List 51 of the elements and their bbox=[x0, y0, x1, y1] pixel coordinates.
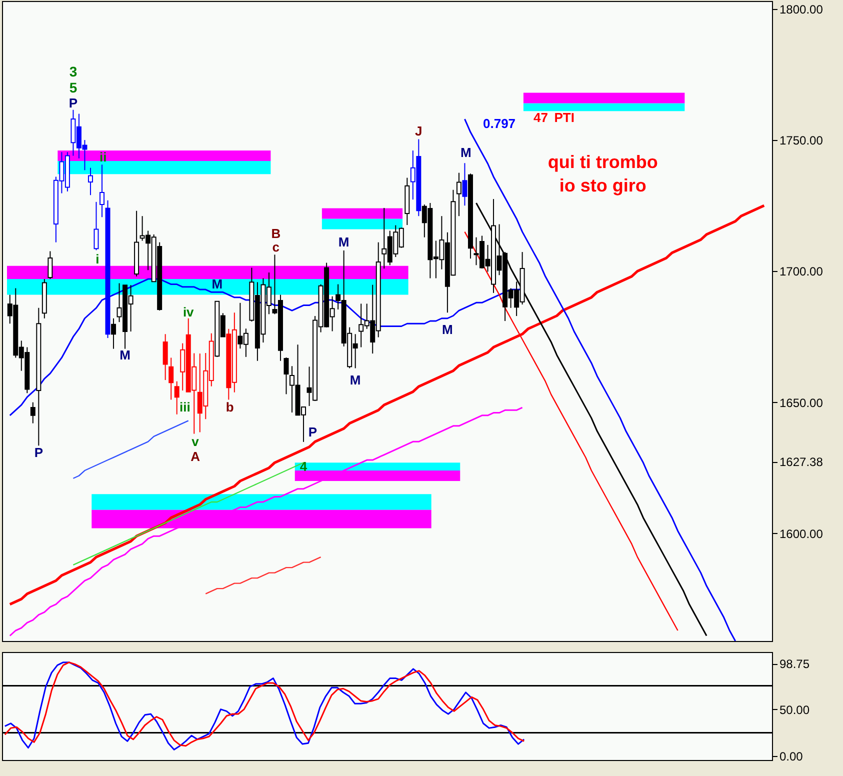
annotation: qui ti trombo bbox=[548, 152, 658, 172]
line-series bbox=[72, 420, 189, 479]
candlestick bbox=[111, 318, 116, 350]
line-series bbox=[475, 202, 708, 637]
candlestick bbox=[462, 162, 468, 206]
candlestick bbox=[162, 334, 168, 381]
annotation: P bbox=[68, 95, 78, 110]
candlestick bbox=[284, 356, 289, 395]
annotation: B bbox=[271, 226, 281, 241]
annotation: M bbox=[212, 276, 223, 292]
annotation: v bbox=[192, 434, 200, 450]
annotation: io sto giro bbox=[559, 176, 646, 196]
y-tick-label: 1600.00 bbox=[780, 526, 824, 541]
candlestick bbox=[48, 250, 53, 280]
y-tick-label: 1650.00 bbox=[780, 396, 824, 410]
candlestick bbox=[30, 402, 36, 424]
annotation: J bbox=[415, 124, 422, 139]
line-series bbox=[205, 556, 322, 594]
annotation: i bbox=[96, 251, 100, 266]
annotation: M bbox=[120, 348, 130, 363]
annotation: 4 bbox=[300, 459, 308, 474]
annotation: b bbox=[226, 400, 234, 415]
y-tick-label: 1800.00 bbox=[780, 2, 824, 16]
y-tick-label: 0.00 bbox=[780, 750, 804, 764]
y-tick-label: 1750.00 bbox=[780, 134, 824, 148]
candlestick bbox=[456, 172, 462, 217]
annotation: M bbox=[350, 372, 361, 388]
annotation: ii bbox=[100, 149, 107, 164]
annotation: iii bbox=[179, 400, 190, 415]
annotation: c bbox=[272, 240, 280, 255]
annotation: 47 bbox=[533, 110, 548, 125]
annotation: PTI bbox=[554, 110, 574, 125]
annotation: 0.797 bbox=[483, 116, 516, 131]
y-tick-label: 1627.38 bbox=[780, 455, 824, 470]
annotation: 5 bbox=[69, 79, 78, 96]
candlestick bbox=[94, 201, 99, 251]
annotation: M bbox=[460, 145, 472, 160]
annotation: 3 bbox=[69, 64, 78, 80]
candlestick bbox=[88, 167, 93, 196]
candlestick bbox=[100, 164, 104, 218]
y-tick-label: 50.00 bbox=[780, 702, 810, 717]
candlestick bbox=[174, 380, 180, 415]
y-tick-label: 98.75 bbox=[780, 657, 810, 672]
annotation: A bbox=[190, 448, 201, 464]
y-tick-label: 1700.00 bbox=[780, 264, 824, 279]
annotation: P bbox=[34, 444, 44, 460]
annotation: P bbox=[308, 424, 318, 440]
candlestick bbox=[168, 357, 174, 400]
annotation: M bbox=[338, 234, 350, 250]
annotation: iv bbox=[182, 304, 195, 320]
annotation: M bbox=[442, 322, 453, 338]
